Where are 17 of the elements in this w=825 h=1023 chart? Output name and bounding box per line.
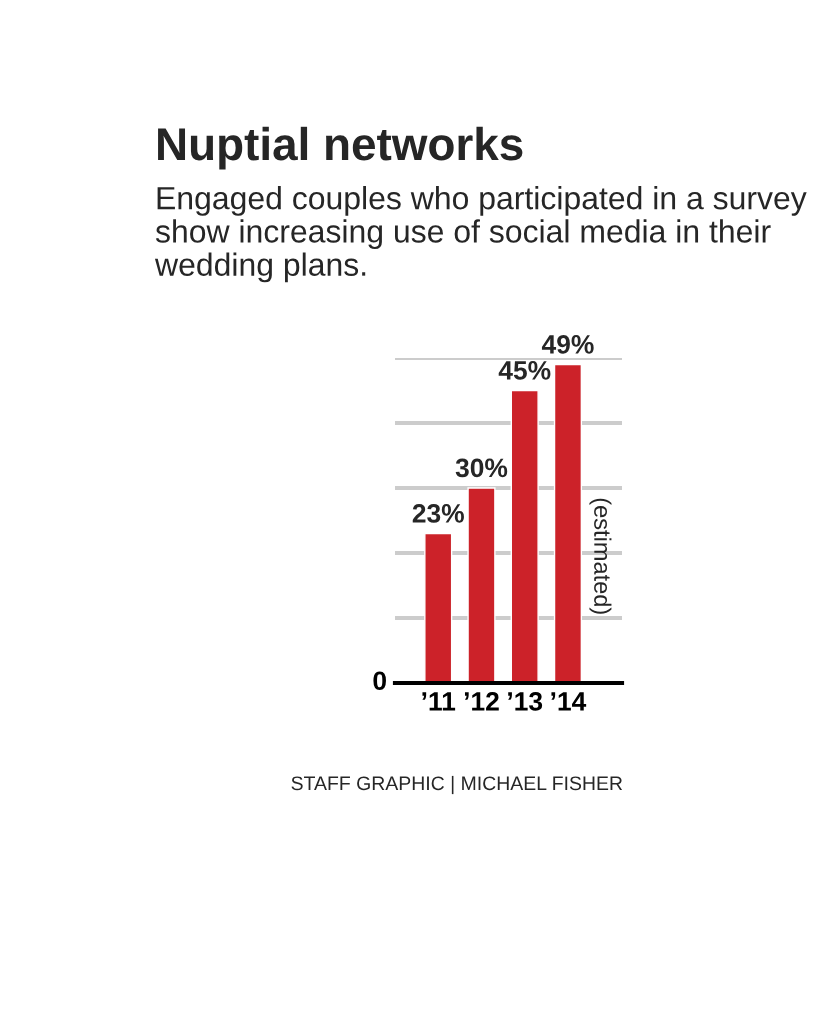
data-label: 23% bbox=[412, 504, 464, 523]
bar bbox=[553, 363, 583, 683]
data-label: 30% bbox=[455, 458, 508, 478]
x-tick-label: ’14 bbox=[551, 692, 587, 711]
bar bbox=[510, 389, 539, 683]
chart-subtitle: Engaged couples who participated in a survey show increasing use of social media in their wedding plans. bbox=[154, 186, 807, 283]
bar bbox=[424, 532, 453, 683]
text: 0 bbox=[373, 671, 386, 691]
x-tick-label: ’12 bbox=[464, 692, 499, 711]
data-label: 49% bbox=[541, 335, 594, 354]
chart-title: Nuptial networks bbox=[158, 126, 523, 170]
data-label: 45% bbox=[498, 361, 551, 380]
x-tick-label: ’11 bbox=[422, 692, 456, 711]
bar bbox=[467, 487, 496, 683]
text: STAFF GRAPHIC | MICHAEL FISHER bbox=[291, 775, 623, 795]
x-tick-label: ’13 bbox=[508, 692, 543, 711]
annotation: (estimated) bbox=[589, 498, 612, 614]
